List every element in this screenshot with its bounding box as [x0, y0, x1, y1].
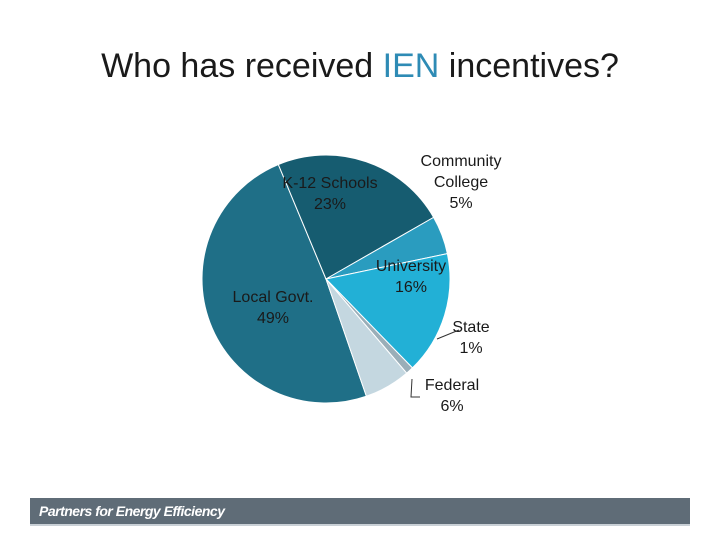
pie-slice-federal: [325, 278, 408, 397]
slice-name-local-govt: Local Govt.: [233, 289, 314, 306]
slice-name-community-college: Community: [421, 153, 502, 170]
page-title: Who has received IEN incentives?: [0, 47, 720, 86]
title-highlight: IEN: [382, 47, 440, 85]
pie-slice-local-govt: [201, 163, 368, 404]
slice-label-local-govt: Local Govt. 49%: [233, 289, 314, 327]
slice-label-k-12-schools: K-12 Schools 23%: [282, 175, 377, 213]
title-part-1: Who has received: [101, 47, 383, 85]
footer-divider: [30, 524, 690, 526]
leader-line-state: [436, 329, 460, 340]
slice-label-community-college: Community College 5%: [421, 153, 502, 212]
slice-name-k-12-schools: K-12 Schools: [282, 175, 377, 192]
label-leader-lines: [410, 329, 460, 398]
title-part-2: incentives?: [439, 47, 619, 85]
slice-name-university: University: [376, 258, 446, 275]
pie-slice-university: [325, 253, 451, 369]
pie-slice-k-12-schools: [277, 154, 435, 280]
slice-value-federal: 6%: [440, 398, 463, 415]
slice-label-university: University 16%: [376, 258, 446, 296]
slice-value-local-govt: 49%: [257, 310, 289, 327]
slice-label-federal: Federal 6%: [425, 377, 479, 415]
slice-labels: Local Govt. 49%K-12 Schools 23%Community Co…: [233, 153, 502, 415]
footer-bar: Partners for Energy Efficiency: [30, 498, 690, 524]
slice-name-federal: Federal: [425, 377, 479, 394]
slice-name-community-college: College: [434, 174, 488, 191]
footer-brand-text: Partners for Energy Efficiency: [39, 503, 225, 519]
slice-value-state: 1%: [459, 340, 482, 357]
pie-slices: [201, 154, 451, 404]
slice-value-k-12-schools: 23%: [314, 196, 346, 213]
slice-value-community-college: 5%: [449, 195, 472, 212]
leader-line-federal: [410, 378, 420, 398]
slice-name-state: State: [452, 319, 489, 336]
slice-label-state: State 1%: [452, 319, 489, 357]
slice-value-university: 16%: [395, 279, 427, 296]
